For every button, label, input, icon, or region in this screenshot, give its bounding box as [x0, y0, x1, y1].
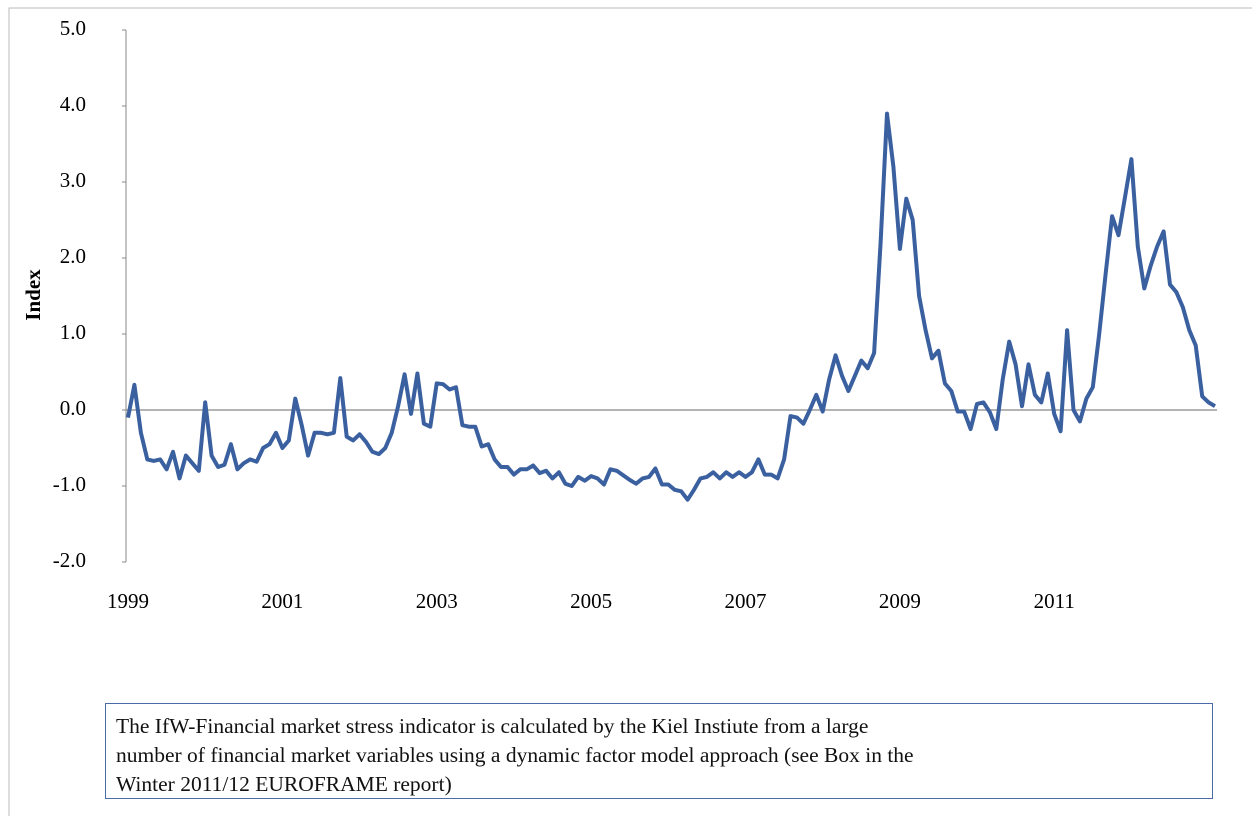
annotation-line: number of financial market variables usi…: [116, 743, 914, 767]
x-tick-label: 2007: [724, 589, 766, 613]
y-tick-label: 1.0: [60, 320, 86, 344]
x-tick-label: 2009: [879, 589, 921, 613]
y-axis-label: Index: [21, 269, 45, 321]
frame: [8, 7, 1252, 816]
x-tick-label: 2003: [416, 589, 458, 613]
annotation-line: Winter 2011/12 EUROFRAME report): [116, 772, 452, 796]
x-tick-label: 1999: [107, 589, 149, 613]
line-series: [126, 111, 1217, 502]
x-tick-label: 2005: [570, 589, 612, 613]
y-tick-label: 4.0: [60, 92, 86, 116]
annotation-line: The IfW-Financial market stress indicato…: [116, 714, 869, 738]
y-tick-label: 5.0: [60, 16, 86, 40]
y-tick-label: 2.0: [60, 244, 86, 268]
x-tick-label: 2011: [1034, 589, 1075, 613]
y-tick-label: 3.0: [60, 168, 86, 192]
y-tick-label: -1.0: [53, 472, 86, 496]
x-tick-label: 2001: [261, 589, 303, 613]
annotation-box: The IfW-Financial market stress indicato…: [105, 703, 1213, 799]
y-tick-label: 0.0: [60, 396, 86, 420]
y-tick-label: -2.0: [53, 548, 86, 572]
